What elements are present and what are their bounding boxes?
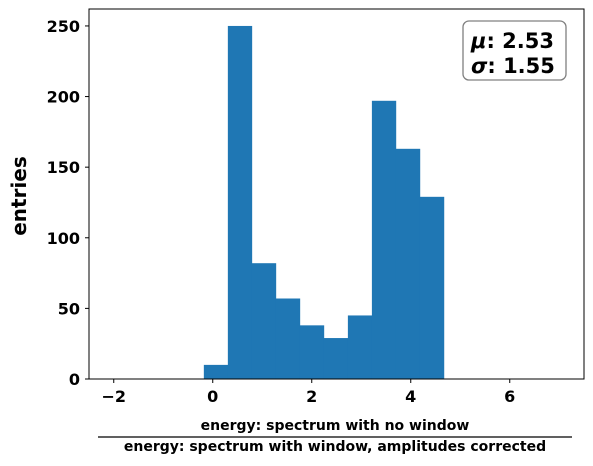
y-axis-label: entries — [7, 156, 31, 236]
y-tick-label: 200 — [47, 88, 80, 107]
x-ticks-group: −2 0 2 4 6 — [101, 379, 515, 406]
histogram-bar-2 — [251, 263, 277, 379]
histogram-bar-7 — [371, 100, 397, 379]
histogram-bar-4 — [299, 325, 325, 379]
stats-mu-line: μ: 2.53 — [470, 29, 554, 53]
x-tick-label: 0 — [207, 387, 218, 406]
histogram-bar-3 — [275, 298, 301, 379]
x-tick-label: 2 — [306, 387, 317, 406]
histogram-bar-1 — [227, 25, 253, 379]
stats-box: μ: 2.53 σ: 1.55 — [462, 20, 567, 81]
stats-box-border — [462, 20, 567, 81]
histogram-bar-0 — [203, 364, 229, 379]
y-tick-label: 50 — [58, 299, 80, 318]
x-tick-label: −2 — [101, 387, 126, 406]
bars-group — [203, 25, 445, 379]
histogram-bar-6 — [347, 315, 373, 379]
histogram-bar-5 — [323, 338, 349, 379]
y-tick-label: 250 — [47, 17, 80, 36]
x-axis-label-denominator: energy: spectrum with window, amplitudes… — [124, 439, 546, 455]
mu-symbol: μ — [470, 29, 486, 53]
x-tick-label: 6 — [504, 387, 515, 406]
sigma-value: : 1.55 — [487, 54, 555, 78]
y-ticks-group: 0 50 100 150 200 250 — [47, 17, 89, 389]
stats-sigma-line: σ: 1.55 — [471, 54, 555, 78]
histogram-bar-8 — [395, 148, 421, 379]
x-axis-label-numerator: energy: spectrum with no window — [201, 418, 470, 434]
plot-frame — [88, 8, 585, 380]
y-tick-label: 150 — [47, 158, 80, 177]
y-tick-label: 0 — [69, 370, 80, 389]
x-tick-label: 4 — [405, 387, 416, 406]
y-tick-label: 100 — [47, 229, 80, 248]
histogram-bar-9 — [419, 196, 445, 379]
mu-value: : 2.53 — [486, 29, 554, 53]
sigma-symbol: σ — [471, 54, 488, 78]
